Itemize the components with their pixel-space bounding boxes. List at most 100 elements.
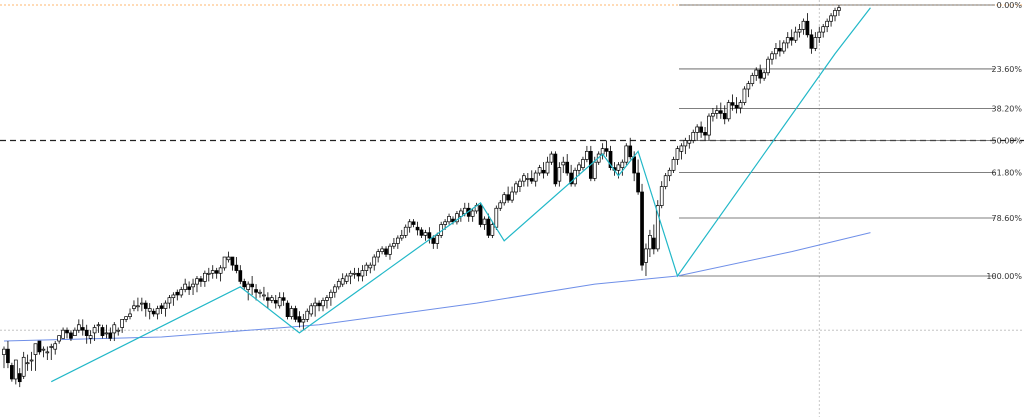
- candle-body-bullish: [742, 88, 747, 103]
- candle-body-bullish: [21, 356, 26, 377]
- candle: [549, 151, 554, 165]
- candle-body-bullish: [754, 69, 759, 76]
- candle-body-bullish: [269, 297, 274, 301]
- candle: [210, 265, 215, 279]
- candle-body-bearish: [419, 229, 424, 236]
- candle: [17, 368, 22, 388]
- candle: [522, 173, 526, 187]
- candle-body-bullish: [825, 20, 829, 28]
- candle: [297, 311, 302, 328]
- candle: [585, 145, 589, 163]
- candle-body-bullish: [648, 235, 652, 250]
- candle-body-bullish: [364, 264, 369, 271]
- candle-body-bullish: [147, 308, 152, 312]
- candle-body-bullish: [726, 102, 731, 120]
- candle: [246, 281, 251, 301]
- candle: [793, 26, 798, 43]
- candle-body-bullish: [797, 29, 802, 33]
- candle-body-bearish: [108, 332, 113, 339]
- candle-body-bearish: [640, 191, 644, 266]
- candle-body-bullish: [766, 58, 770, 74]
- candle: [33, 343, 38, 371]
- candle-body-bullish: [13, 359, 18, 380]
- candle-body-bullish: [301, 319, 306, 323]
- candle: [147, 303, 152, 320]
- candle: [305, 308, 310, 323]
- candle-body-bearish: [632, 156, 637, 174]
- candle: [392, 238, 396, 249]
- candle-body-bullish: [620, 161, 625, 168]
- candle-body-bearish: [628, 145, 633, 158]
- candle: [37, 340, 42, 355]
- candle: [789, 29, 794, 46]
- candle: [171, 292, 176, 306]
- candle: [718, 102, 723, 119]
- candle-body-bearish: [17, 373, 22, 383]
- candle: [206, 267, 211, 282]
- candle-body-bearish: [411, 221, 416, 225]
- candle-body-bullish: [750, 75, 755, 84]
- candle-body-bullish: [482, 218, 487, 225]
- candle: [132, 300, 136, 312]
- candle: [329, 289, 333, 306]
- candle: [659, 181, 664, 209]
- candle: [84, 324, 89, 344]
- candle-body-bullish: [57, 335, 61, 342]
- candle-body-bullish: [246, 283, 251, 290]
- candle-body-bullish: [561, 161, 566, 166]
- candle: [384, 246, 388, 258]
- candle: [707, 113, 711, 141]
- candle-body-bullish: [707, 115, 711, 136]
- candle: [2, 346, 6, 369]
- candle: [608, 145, 613, 171]
- candle: [774, 42, 778, 60]
- candle: [10, 362, 14, 382]
- candle: [746, 80, 751, 98]
- candle-body-bullish: [644, 248, 648, 263]
- candle-body-bearish: [506, 194, 510, 201]
- candle-body-bullish: [321, 300, 325, 307]
- candle-body-bearish: [100, 327, 105, 336]
- candle: [183, 278, 188, 293]
- fibonacci-retracement[interactable]: 0.00% 23.60% 38.20% 50.00% 61.80% 78.60% 100.0…: [679, 1, 1022, 281]
- candle: [29, 351, 34, 371]
- candle: [797, 23, 802, 38]
- candle: [104, 324, 109, 339]
- candle-body-bullish: [49, 346, 54, 348]
- candle-body-bullish: [124, 316, 128, 320]
- candle-body-bullish: [667, 169, 672, 177]
- candle: [120, 319, 125, 333]
- candle: [750, 72, 755, 87]
- fib-level-label: 0.00%: [997, 1, 1023, 10]
- candle-body-bullish: [348, 272, 353, 277]
- candle-body-bearish: [529, 178, 534, 182]
- candle-body-bullish: [443, 221, 447, 225]
- candle-body-bearish: [281, 297, 286, 301]
- candle: [833, 7, 837, 22]
- candle-body-bearish: [242, 281, 247, 288]
- candle: [726, 99, 731, 122]
- candle-body-bullish: [73, 329, 77, 336]
- candle: [785, 32, 790, 49]
- candle: [155, 305, 160, 320]
- candle-body-bearish: [805, 20, 810, 36]
- candle-body-bullish: [490, 224, 495, 236]
- candle-body-bullish: [770, 53, 774, 60]
- candle: [821, 23, 826, 38]
- candle: [380, 246, 384, 255]
- candle: [281, 292, 286, 306]
- candle-body-bullish: [179, 289, 184, 296]
- candle: [269, 294, 274, 304]
- candle: [781, 40, 786, 54]
- candle: [699, 121, 703, 138]
- candle-body-bullish: [738, 102, 743, 109]
- candle: [242, 278, 247, 290]
- candle: [73, 327, 77, 336]
- candle-body-bearish: [69, 332, 73, 339]
- candle-body-bullish: [498, 202, 503, 209]
- candle: [648, 229, 652, 258]
- candle-body-bullish: [53, 343, 58, 350]
- candle: [258, 289, 262, 298]
- candle-body-bearish: [718, 110, 723, 114]
